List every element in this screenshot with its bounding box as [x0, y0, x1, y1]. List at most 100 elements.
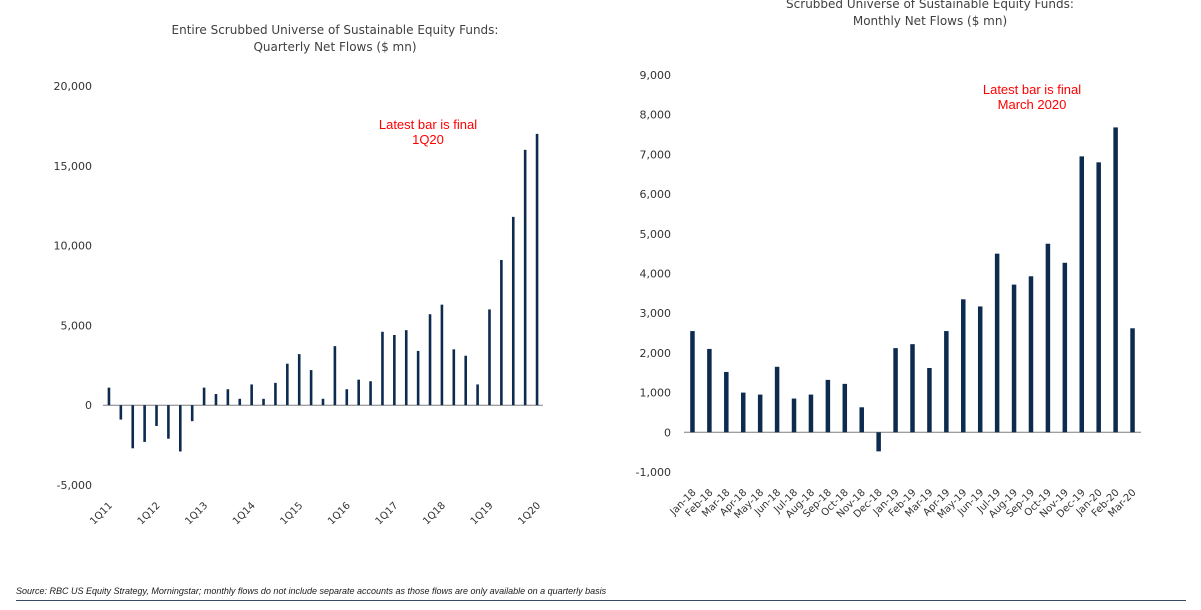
bar: [994, 253, 1000, 433]
x-tick-label: 1Q17: [374, 500, 401, 527]
bar: [286, 363, 289, 406]
x-tick-label: 1Q15: [278, 500, 305, 527]
bar: [740, 392, 746, 433]
bar: [428, 314, 432, 406]
bar: [250, 384, 253, 406]
bar: [143, 405, 146, 442]
y-tick-label: 3,000: [640, 307, 672, 320]
bar: [381, 331, 384, 406]
y-tick-label: 5,000: [640, 228, 672, 241]
bar: [842, 383, 848, 433]
y-tick-label: 9,000: [640, 69, 672, 82]
footer-divider: [16, 600, 1186, 601]
y-tick-label: -5,000: [57, 479, 92, 492]
bar: [226, 389, 230, 406]
bar: [369, 381, 372, 406]
bar: [927, 367, 932, 433]
x-tick-label: 1Q16: [326, 500, 353, 527]
chart-title: Entire Scrubbed Universe of Sustainable …: [120, 22, 550, 56]
y-tick-label: 1,000: [640, 387, 672, 400]
annotation-line2: 1Q20: [412, 132, 444, 147]
bar: [961, 299, 966, 433]
source-note: Source: RBC US Equity Strategy, Mornings…: [16, 586, 607, 596]
bar: [178, 405, 182, 452]
bar: [214, 394, 218, 406]
bar: [238, 398, 242, 406]
bar: [167, 405, 170, 439]
chart-title: Scrubbed Universe of Sustainable Equity …: [710, 0, 1150, 30]
chart-title-line1: Entire Scrubbed Universe of Sustainable …: [171, 23, 499, 37]
y-tick-label: 7,000: [640, 148, 672, 161]
chart-title-line2: Quarterly Net Flows ($ mn): [253, 40, 417, 54]
bar: [523, 149, 527, 406]
bar: [1028, 276, 1034, 433]
bar: [1045, 243, 1051, 433]
bar: [791, 398, 797, 433]
annotation-line2: March 2020: [998, 97, 1067, 112]
bar: [859, 407, 864, 433]
monthly-flows-plot: -1,000 0 1,000 2,000 3,000 4,000 5,000 6,000 7,0…: [636, 69, 1141, 521]
y-tick-label: 8,000: [640, 109, 672, 122]
bar: [910, 344, 915, 433]
quarterly-flows-chart: Entire Scrubbed Universe of Sustainable …: [0, 0, 560, 560]
bar: [1011, 284, 1017, 433]
bar: [464, 355, 468, 406]
bar: [724, 371, 729, 433]
bar: [297, 354, 301, 406]
bar: [488, 309, 491, 406]
bar: [500, 259, 503, 406]
bar: [321, 398, 325, 406]
y-tick-label: 4,000: [640, 268, 672, 281]
bar: [825, 379, 831, 433]
chart-title-line1: Scrubbed Universe of Sustainable Equity …: [786, 0, 1074, 11]
bar: [1062, 262, 1068, 433]
bar: [690, 331, 695, 433]
bar: [1079, 156, 1085, 433]
x-tick-label: 1Q12: [136, 500, 163, 527]
bar: [707, 348, 712, 433]
bar: [1096, 162, 1101, 433]
x-tick-label: 1Q13: [183, 500, 210, 527]
bar: [774, 366, 780, 433]
bar: [309, 370, 313, 406]
x-tick-label: 1Q18: [421, 500, 448, 527]
bar: [893, 348, 898, 433]
y-tick-label: 0: [664, 426, 671, 439]
y-tick-label: 0: [85, 399, 92, 412]
bar: [416, 350, 420, 406]
bar: [476, 384, 479, 406]
monthly-flows-chart: Scrubbed Universe of Sustainable Equity …: [610, 0, 1201, 560]
bar: [262, 398, 265, 406]
y-tick-label: 5,000: [61, 319, 93, 332]
bar: [440, 304, 444, 406]
bar: [357, 379, 360, 406]
bar: [333, 346, 337, 406]
bar: [131, 405, 135, 449]
y-tick-label: 10,000: [54, 240, 93, 253]
bar: [107, 387, 111, 406]
bar: [452, 349, 456, 406]
annotation-line1: Latest bar is final: [983, 82, 1081, 97]
quarterly-flows-plot: -5,000 0 5,000 10,000 15,000 20,000 1Q11 1Q12 1Q…: [54, 80, 544, 527]
bar: [393, 334, 396, 406]
bar: [1113, 127, 1118, 433]
bar: [757, 394, 763, 433]
bar: [876, 432, 881, 452]
y-tick-label: -1,000: [636, 466, 671, 479]
bar: [1130, 328, 1135, 433]
annotation-line1: Latest bar is final: [379, 117, 477, 132]
bar: [345, 389, 349, 406]
bar: [808, 394, 814, 433]
bar: [944, 331, 949, 433]
x-tick-label: 1Q19: [469, 500, 496, 527]
bar: [190, 405, 194, 422]
bar: [202, 387, 206, 406]
y-tick-label: 6,000: [640, 188, 672, 201]
x-tick-label: 1Q20: [516, 500, 543, 527]
bar: [977, 306, 983, 433]
y-tick-label: 20,000: [54, 80, 93, 93]
bar: [155, 405, 158, 426]
y-tick-label: 15,000: [54, 160, 93, 173]
bar: [535, 133, 539, 406]
bar: [511, 216, 515, 406]
